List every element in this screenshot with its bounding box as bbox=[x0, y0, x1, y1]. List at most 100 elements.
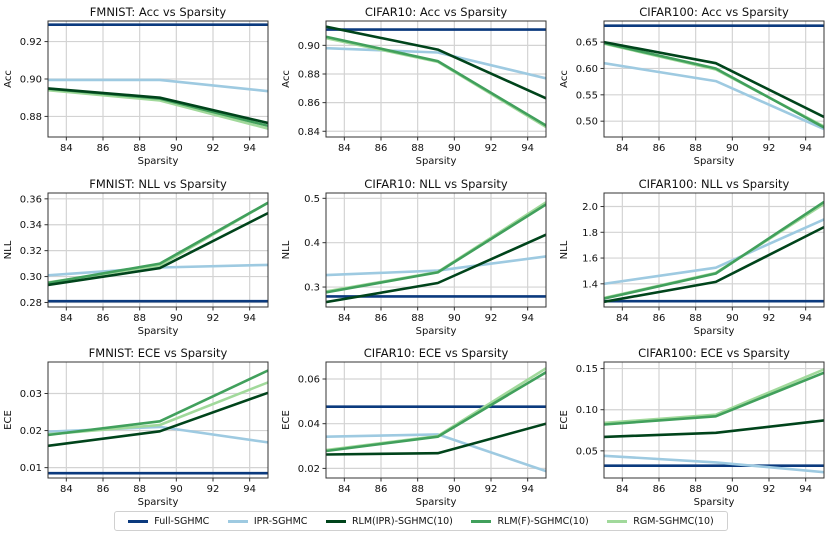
x-tick-label: 90 bbox=[726, 484, 739, 495]
x-tick-label: 88 bbox=[133, 484, 146, 495]
x-tick-label: 94 bbox=[521, 313, 534, 324]
x-tick-label: 92 bbox=[207, 143, 220, 154]
axes-frame bbox=[325, 20, 547, 138]
y-axis-label: Acc bbox=[559, 70, 570, 88]
y-tick-label: 2.0 bbox=[582, 202, 598, 213]
x-tick-label: 92 bbox=[763, 143, 776, 154]
y-tick-label: 0.88 bbox=[298, 69, 320, 80]
x-tick-label: 94 bbox=[243, 484, 256, 495]
x-tick-label: 92 bbox=[763, 484, 776, 495]
subplot-fmnist-ece: 84 86 88 90 92 94 0.01 0.02 0.03 FMNIST: ECE vs S… bbox=[3, 346, 269, 508]
x-tick-label: 84 bbox=[616, 143, 629, 154]
x-tick-label: 86 bbox=[653, 143, 666, 154]
y-tick-label: 0.65 bbox=[576, 38, 598, 49]
x-tick-label: 84 bbox=[616, 484, 629, 495]
series-line-ipr-sghmc bbox=[604, 61, 824, 131]
y-axis-label: ECE bbox=[559, 410, 570, 430]
y-tick-label: 0.04 bbox=[298, 419, 320, 430]
y-axis-label: Acc bbox=[3, 70, 14, 88]
x-tick-label: 94 bbox=[243, 313, 256, 324]
x-tick-label: 84 bbox=[616, 313, 629, 324]
axes-frame bbox=[603, 20, 825, 138]
series-line-rlm-ipr-sghmc-10 bbox=[604, 419, 824, 439]
series-line-ipr-sghmc bbox=[326, 46, 546, 80]
y-tick-label: 0.28 bbox=[20, 298, 42, 309]
x-axis-label: Sparsity bbox=[138, 326, 179, 337]
x-axis-label: Sparsity bbox=[694, 156, 735, 167]
y-tick-label: 0.01 bbox=[20, 463, 42, 474]
y-tick-label: 0.55 bbox=[576, 90, 598, 101]
x-tick-label: 84 bbox=[60, 484, 73, 495]
x-tick-label: 90 bbox=[170, 484, 183, 495]
legend-label: RLM(F)-SGHMC(10) bbox=[497, 515, 589, 527]
x-tick-label: 84 bbox=[60, 313, 73, 324]
y-axis-label: NLL bbox=[281, 240, 292, 259]
legend-label: Full-SGHMC bbox=[154, 515, 210, 527]
axes-frame bbox=[325, 361, 547, 479]
x-axis-label: Sparsity bbox=[138, 497, 179, 508]
x-tick-label: 92 bbox=[485, 313, 498, 324]
series-line-rlm-f-sghmc-10 bbox=[604, 371, 824, 426]
x-tick-label: 90 bbox=[726, 313, 739, 324]
x-axis-label: Sparsity bbox=[416, 156, 457, 167]
y-axis-label: ECE bbox=[281, 410, 292, 430]
series-line-rlm-f-sghmc-10 bbox=[48, 201, 268, 285]
y-tick-label: 0.88 bbox=[20, 112, 42, 123]
x-tick-label: 88 bbox=[411, 484, 424, 495]
x-tick-label: 94 bbox=[521, 143, 534, 154]
legend-swatch bbox=[607, 519, 628, 523]
series-line-rlm-f-sghmc-10 bbox=[604, 200, 824, 300]
x-axis-label: Sparsity bbox=[138, 156, 179, 167]
legend-item-rlm-ipr-sghmc: RLM(IPR)-SGHMC(10) bbox=[325, 515, 453, 527]
x-tick-label: 86 bbox=[97, 484, 110, 495]
x-tick-label: 86 bbox=[375, 484, 388, 495]
x-tick-label: 90 bbox=[726, 143, 739, 154]
x-tick-label: 88 bbox=[133, 313, 146, 324]
y-tick-label: 0.86 bbox=[298, 98, 320, 109]
x-tick-label: 86 bbox=[653, 313, 666, 324]
subplot-title: FMNIST: Acc vs Sparsity bbox=[90, 5, 227, 19]
series-line-rlm-f-sghmc-10 bbox=[326, 371, 546, 453]
x-tick-label: 86 bbox=[375, 313, 388, 324]
subplot-fmnist-nll: 84 86 88 90 92 94 0.28 0.30 0.32 0.34 0.36 FMNIST: … bbox=[3, 177, 269, 337]
series-line-rgm-sghmc-10 bbox=[326, 201, 546, 293]
series-line-ipr-sghmc bbox=[48, 425, 268, 444]
x-tick-label: 90 bbox=[448, 143, 461, 154]
subplot-title: CIFAR100: ECE vs Sparsity bbox=[638, 346, 790, 360]
x-tick-label: 90 bbox=[170, 143, 183, 154]
y-tick-label: 0.60 bbox=[576, 64, 598, 75]
x-tick-label: 94 bbox=[521, 484, 534, 495]
series-group bbox=[48, 369, 268, 475]
x-tick-label: 84 bbox=[60, 143, 73, 154]
y-tick-label: 0.06 bbox=[298, 374, 320, 385]
subplot-cifar100-acc: 84 86 88 90 92 94 0.50 0.55 0.60 0.65 CIFAR100: Ac… bbox=[559, 5, 825, 167]
x-axis-label: Sparsity bbox=[694, 497, 735, 508]
series-group bbox=[604, 24, 824, 131]
subplot-cifar100-nll: 84 86 88 90 92 94 1.4 1.6 1.8 2.0 CIFAR100: NLL vs… bbox=[559, 177, 825, 337]
y-tick-label: 0.90 bbox=[298, 41, 320, 52]
series-line-rlm-ipr-sghmc-10 bbox=[326, 422, 546, 456]
series-line-rlm-ipr-sghmc-10 bbox=[326, 233, 546, 304]
series-line-rlm-ipr-sghmc-10 bbox=[48, 87, 268, 125]
legend-swatch bbox=[227, 519, 248, 523]
series-line-ipr-sghmc bbox=[326, 433, 546, 473]
x-axis-label: Sparsity bbox=[416, 497, 457, 508]
x-tick-label: 90 bbox=[448, 313, 461, 324]
series-group bbox=[326, 201, 546, 304]
series-line-ipr-sghmc bbox=[604, 218, 824, 286]
axes-frame bbox=[47, 192, 269, 308]
y-tick-label: 1.8 bbox=[582, 228, 598, 239]
series-line-rlm-ipr-sghmc-10 bbox=[604, 225, 824, 304]
legend-label: RLM(IPR)-SGHMC(10) bbox=[351, 515, 453, 527]
subplot-cifar10-acc: 84 86 88 90 92 94 0.84 0.86 0.88 0.90 CIFAR10: Acc… bbox=[281, 5, 547, 167]
x-tick-label: 90 bbox=[448, 484, 461, 495]
axes-frame bbox=[325, 192, 547, 308]
series-line-rlm-ipr-sghmc-10 bbox=[48, 391, 268, 448]
y-tick-label: 0.50 bbox=[576, 117, 598, 128]
series-line-ipr-sghmc bbox=[48, 78, 268, 93]
subplot-cifar10-ece: 84 86 88 90 92 94 0.02 0.04 0.06 CIFAR10: ECE vs … bbox=[281, 346, 547, 508]
y-tick-label: 0.05 bbox=[576, 446, 598, 457]
x-tick-label: 86 bbox=[97, 313, 110, 324]
x-tick-label: 92 bbox=[207, 313, 220, 324]
y-tick-label: 0.10 bbox=[576, 405, 598, 416]
